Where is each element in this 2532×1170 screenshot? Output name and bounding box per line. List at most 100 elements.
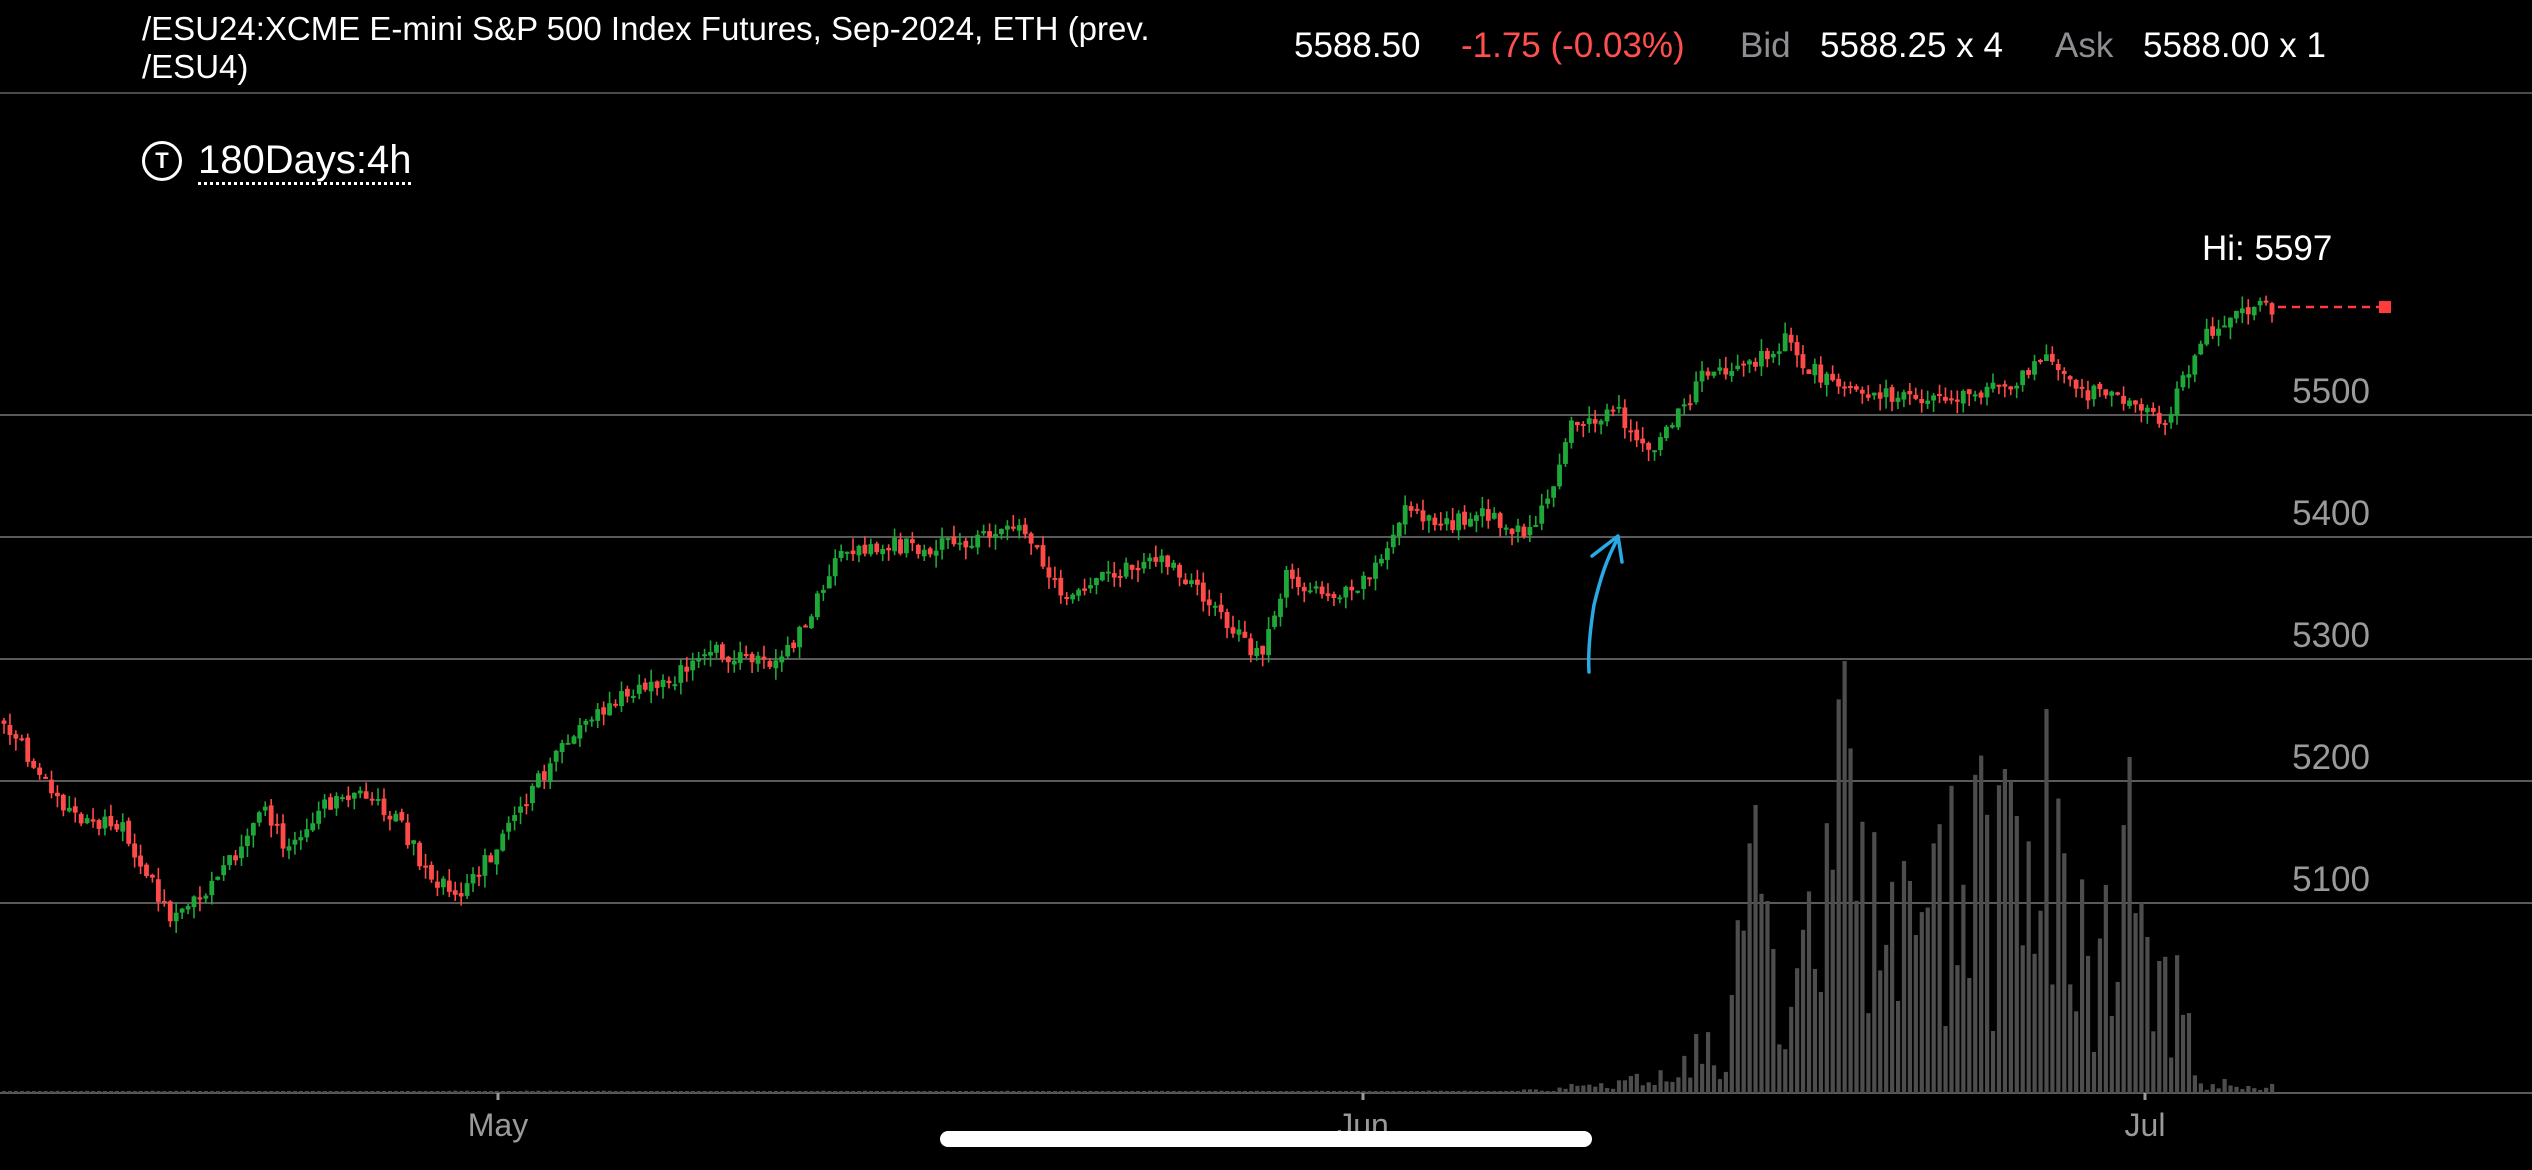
candle-down <box>1242 631 1248 638</box>
candle-down <box>2162 423 2168 426</box>
volume-bar <box>126 1091 131 1093</box>
annotation-arrow-head <box>1590 534 1624 564</box>
candle-down <box>72 806 78 813</box>
candle-up <box>1551 486 1557 498</box>
volume-bar <box>2157 961 2162 1093</box>
volume-bar <box>1141 1091 1147 1093</box>
volume-bar <box>494 1091 499 1093</box>
volume-bar <box>1610 1088 1616 1093</box>
volume-bar <box>304 1091 309 1093</box>
candle-down <box>1438 523 1444 526</box>
x-axis-labels: May Jun Jul <box>468 1093 2166 1143</box>
volume-bar <box>471 1091 476 1093</box>
volume-bar <box>1824 823 1829 1093</box>
candle-up <box>999 529 1004 535</box>
candle-down <box>1111 573 1117 578</box>
volume-bar <box>1058 1091 1064 1093</box>
volume-bar <box>281 1091 286 1093</box>
y-tick-label: 5500 <box>2292 372 2370 411</box>
candle-up <box>975 534 981 548</box>
candle-down <box>399 812 405 821</box>
volume-bar <box>1438 1090 1443 1093</box>
volume-bar <box>1219 1090 1224 1093</box>
candle-up <box>340 797 345 800</box>
candle-up <box>2186 374 2192 378</box>
candle-up <box>1254 648 1260 657</box>
volume-bar <box>1593 1086 1598 1093</box>
volume-bar <box>364 1091 369 1093</box>
annotation-arrow-shaft <box>1587 536 1620 674</box>
volume-bar <box>1890 881 1895 1093</box>
volume-bar <box>1616 1080 1622 1093</box>
candle-down <box>1135 567 1141 571</box>
candle-down <box>138 855 143 867</box>
candle-up <box>1681 404 1687 407</box>
volume-bar <box>488 1091 494 1093</box>
volume-bar <box>1765 901 1770 1093</box>
candle-down <box>684 666 690 672</box>
volume-bar <box>1462 1090 1467 1093</box>
candle-up <box>1533 524 1539 527</box>
volume-bar <box>1563 1088 1568 1093</box>
volume-bar <box>785 1091 790 1093</box>
volume-bar <box>168 1091 173 1093</box>
candle-up <box>102 816 108 829</box>
candle-up <box>1616 406 1622 409</box>
candle-up <box>310 823 316 831</box>
candle-up <box>2174 388 2180 416</box>
candle-down <box>1064 596 1070 599</box>
volume-bar <box>1456 1091 1461 1093</box>
candle-down <box>2133 400 2138 405</box>
candle-up <box>1284 569 1289 598</box>
x-tick-label: Jul <box>2125 1107 2166 1143</box>
volume-bar <box>1011 1091 1016 1093</box>
candle-down <box>666 680 672 683</box>
volume-bar <box>381 1091 387 1093</box>
candle-up <box>292 839 298 845</box>
volume-bar <box>132 1091 137 1093</box>
candle-down <box>60 794 66 811</box>
candle-up <box>660 679 666 688</box>
volume-bar <box>1420 1091 1426 1093</box>
candle-down <box>1058 577 1064 596</box>
candle-up <box>1099 571 1105 581</box>
volume-bar <box>678 1091 684 1093</box>
candle-up <box>500 833 506 851</box>
candle-up <box>1123 562 1129 577</box>
candle-up <box>993 534 998 538</box>
candle-up <box>939 538 945 550</box>
candle-down <box>114 823 120 830</box>
volume-bar <box>1159 1090 1164 1093</box>
volume-bar <box>310 1091 315 1093</box>
candle-up <box>1699 370 1705 382</box>
candle-down <box>1462 511 1467 525</box>
volume-bar <box>1302 1091 1307 1093</box>
candle-up <box>678 665 684 683</box>
candle-down <box>1230 627 1236 634</box>
home-indicator[interactable] <box>940 1131 1592 1147</box>
volume-bar <box>833 1091 838 1093</box>
candle-up <box>1278 598 1283 617</box>
candle-up <box>250 823 256 836</box>
volume-bar <box>2210 1084 2215 1093</box>
candle-down <box>43 776 48 779</box>
volume-bar <box>1628 1076 1633 1093</box>
volume-bar <box>1842 661 1847 1093</box>
candle-up <box>1094 578 1099 586</box>
candle-up <box>470 874 476 884</box>
candle-up <box>1503 527 1509 530</box>
volume-bar <box>2026 841 2031 1093</box>
candle-up <box>1189 580 1194 585</box>
candle-up <box>630 695 636 698</box>
candle-down <box>1640 438 1646 444</box>
volume-bar <box>1153 1090 1159 1093</box>
volume-bar <box>1527 1089 1533 1093</box>
candle-down <box>1129 564 1135 570</box>
period-selector[interactable]: T 180Days:4h <box>142 136 412 186</box>
volume-bar <box>298 1091 304 1093</box>
candle-down <box>1408 506 1414 511</box>
candle-down <box>1521 526 1527 537</box>
volume-bar <box>1147 1090 1153 1093</box>
candle-up <box>921 549 927 557</box>
